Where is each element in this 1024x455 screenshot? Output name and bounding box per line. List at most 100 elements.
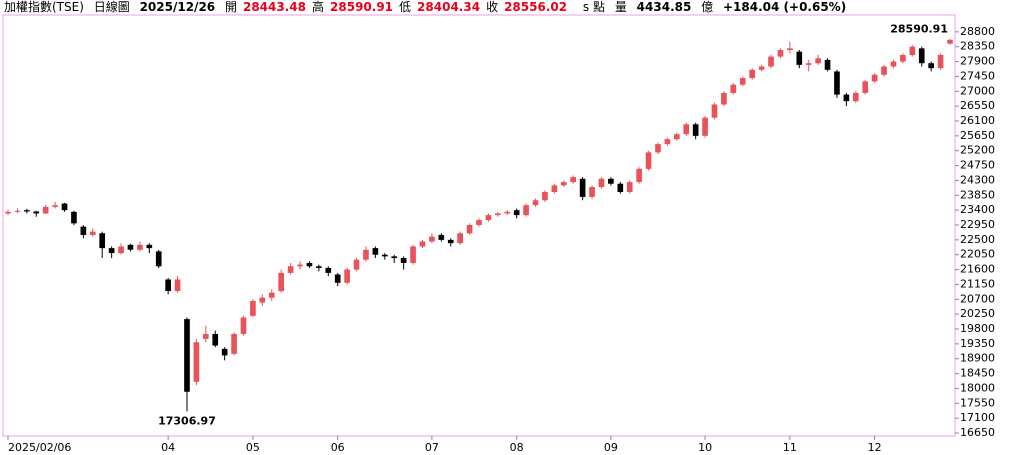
candle-body [429, 236, 435, 242]
y-tick-label: 24750 [960, 159, 995, 172]
candle-body [42, 206, 49, 214]
candle-body [551, 185, 558, 192]
low-annotation: 17306.97 [158, 414, 216, 427]
candle-body [381, 254, 388, 257]
candle-body [749, 69, 756, 79]
candle-body [881, 66, 887, 75]
candle-body [33, 211, 40, 214]
candle-body [457, 233, 463, 244]
high-annotation: 28590.91 [890, 23, 948, 36]
candle-body [71, 211, 77, 224]
x-tick-label: 2025/02/06 [8, 441, 71, 454]
candle-body [504, 211, 511, 214]
candle-body [221, 348, 228, 356]
candle-body [268, 292, 275, 298]
candle-body [146, 244, 153, 249]
candle-body [174, 279, 181, 292]
y-tick-label: 18450 [960, 367, 995, 380]
y-tick-label: 19350 [960, 337, 995, 350]
candle-body [570, 177, 577, 183]
candle-body [805, 63, 812, 65]
candle-body [155, 251, 162, 267]
candle-body [287, 266, 294, 273]
header: 加權指數(TSE) 日線圖 2025/12/26 開 28443.48 高 28590… [4, 0, 852, 15]
candle-body [617, 183, 624, 192]
candle-body [730, 84, 737, 93]
candle-body [692, 124, 699, 136]
candle-body [259, 297, 266, 303]
field-value: 28443.48 [242, 0, 306, 14]
candle-body [560, 182, 567, 186]
x-tick-label: 11 [783, 441, 797, 454]
field-label: 收 [486, 0, 499, 14]
candle-body [777, 50, 784, 57]
y-tick-label: 21600 [960, 263, 995, 276]
candle-body [655, 144, 661, 153]
candle-body [108, 248, 115, 254]
candle-body [466, 225, 473, 234]
candle-body [852, 92, 859, 102]
y-tick-label: 22500 [960, 233, 995, 246]
candle-body [316, 266, 322, 268]
y-tick-label: 26550 [960, 99, 995, 112]
candle-body [476, 220, 482, 226]
candle-body [532, 200, 539, 206]
candle-body [589, 187, 595, 197]
y-tick-label: 20700 [960, 292, 995, 305]
candle-body [127, 244, 134, 250]
candle-body [202, 333, 209, 339]
y-tick-label: 22050 [960, 248, 995, 261]
y-tick-label: 17550 [960, 396, 995, 409]
candle-body [843, 94, 850, 102]
x-tick-label: 10 [698, 441, 712, 454]
candle-body [372, 248, 379, 255]
candle-body [99, 233, 106, 249]
candle-body [513, 210, 520, 216]
candle-body [61, 203, 68, 211]
candle-body [900, 54, 906, 62]
fields: 開 28443.48 高 28590.91 低 28404.34 收 28556.02 [225, 0, 573, 14]
y-tick-label: 24300 [960, 173, 995, 186]
candle-body [815, 58, 821, 64]
candle-body [664, 139, 671, 145]
candle-body [871, 74, 878, 82]
volume: 4434.85 [636, 0, 692, 14]
candle-body [626, 182, 633, 192]
candle-body [89, 231, 96, 235]
candle-body [796, 51, 803, 65]
y-tick-label: 25200 [960, 144, 995, 157]
candle-body [400, 258, 407, 263]
candle-body [485, 215, 492, 221]
candle-body [834, 71, 840, 95]
index-name: 加權指數(TSE) [4, 0, 84, 14]
x-tick-label: 07 [425, 441, 439, 454]
candle-body [14, 210, 21, 212]
candle-body [278, 272, 285, 292]
field-value: 28556.02 [504, 0, 568, 14]
candle-body [212, 333, 219, 346]
y-tick-label: 28800 [960, 25, 995, 38]
candle-body [334, 274, 341, 283]
x-tick-label: 04 [161, 441, 175, 454]
y-tick-label: 27900 [960, 55, 995, 68]
y-tick-label: 20250 [960, 307, 995, 320]
y-tick-label: 23850 [960, 188, 995, 201]
candle-body [739, 78, 746, 85]
candle-body [673, 134, 680, 140]
candle-body [240, 317, 247, 334]
candle-body [711, 104, 718, 118]
candle-body [24, 210, 30, 212]
candle-body [250, 300, 256, 316]
candle-body [579, 178, 586, 197]
candle-body [52, 205, 58, 207]
candle-body [598, 178, 605, 188]
period: 日線圖 [93, 0, 130, 14]
field-label: 高 [312, 0, 325, 14]
candle-body [438, 234, 445, 240]
candle-body [721, 92, 727, 105]
close-unit: s 點 [582, 0, 605, 14]
candle-body [636, 168, 642, 183]
candle-body [768, 56, 774, 67]
